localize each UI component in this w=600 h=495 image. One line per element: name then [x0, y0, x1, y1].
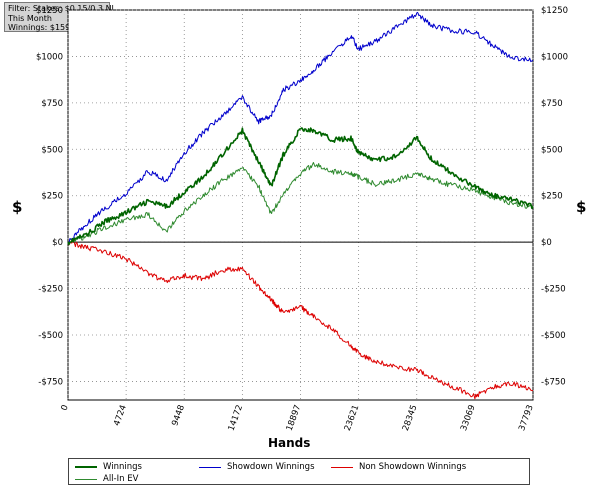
x-tick-label-3: 14172 — [227, 404, 246, 433]
y-tick-label-left-8: $1250 — [36, 6, 63, 16]
legend-swatch-allin-ev — [75, 478, 97, 480]
x-tick-label-2: 9448 — [170, 404, 187, 428]
x-tick-label-1: 4724 — [112, 404, 129, 428]
legend-item-winnings: Winnings — [75, 462, 142, 472]
filter-winnings-text: Winnings: $159.08 — [8, 23, 83, 32]
series-line-non-showdown-winnings — [67, 240, 534, 400]
x-tick-label-7: 33069 — [459, 404, 478, 433]
y-tick-label-right-6: $750 — [541, 99, 563, 109]
y-tick-label-right-4: $250 — [541, 192, 563, 202]
legend-item-allin-ev: All-In EV — [75, 474, 138, 484]
y-tick-label-right-2: -$250 — [541, 285, 566, 295]
legend-swatch-nonshowdown — [331, 466, 353, 468]
chart-legend: Winnings All-In EV Showdown Winnings Non… — [68, 458, 530, 485]
y-axis-title-left: $ — [12, 198, 23, 216]
y-tick-label-right-8: $1250 — [541, 6, 568, 16]
y-tick-label-right-5: $500 — [541, 145, 563, 155]
y-tick-label-left-4: $250 — [41, 192, 63, 202]
x-tick-label-6: 28345 — [401, 404, 420, 433]
legend-label-showdown: Showdown Winnings — [227, 462, 315, 472]
legend-item-showdown: Showdown Winnings — [199, 462, 315, 472]
y-tick-label-left-7: $1000 — [36, 52, 63, 62]
legend-swatch-winnings — [75, 466, 97, 468]
y-tick-label-right-7: $1000 — [541, 52, 568, 62]
y-tick-label-right-1: -$500 — [541, 331, 566, 341]
filter-period-text: This Month — [8, 13, 52, 23]
y-tick-label-left-6: $750 — [41, 99, 63, 109]
series-line-showdown-winnings — [67, 11, 534, 245]
x-axis-title: Hands — [268, 436, 311, 450]
x-tick-label-8: 37793 — [517, 404, 536, 433]
filter-stakes-text: Filter: Stakes: $0.15/0.3 NL — [8, 4, 117, 13]
y-tick-label-right-0: -$750 — [541, 377, 566, 387]
y-tick-label-left-3: $0 — [52, 238, 63, 248]
legend-item-nonshowdown: Non Showdown Winnings — [331, 462, 466, 472]
y-tick-label-left-5: $500 — [41, 145, 63, 155]
x-tick-label-0: 0 — [60, 404, 71, 413]
series-line-all-in-ev — [67, 162, 534, 245]
legend-label-winnings: Winnings — [103, 462, 142, 472]
series-line-winnings — [67, 127, 534, 246]
y-tick-label-left-2: -$250 — [38, 285, 63, 295]
x-tick-label-5: 23621 — [343, 404, 362, 433]
y-axis-title-right: $ — [576, 198, 587, 216]
x-tick-label-4: 18897 — [285, 404, 304, 433]
y-tick-label-left-1: -$500 — [38, 331, 63, 341]
legend-label-allin-ev: All-In EV — [103, 474, 139, 484]
y-tick-label-right-3: $0 — [541, 238, 552, 248]
legend-label-nonshowdown: Non Showdown Winnings — [359, 462, 467, 472]
y-tick-label-left-0: -$750 — [38, 377, 63, 387]
legend-swatch-showdown — [199, 466, 221, 468]
